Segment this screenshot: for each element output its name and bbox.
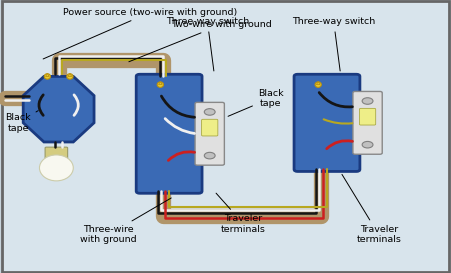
- Circle shape: [362, 141, 373, 148]
- FancyBboxPatch shape: [353, 91, 382, 154]
- Circle shape: [362, 98, 373, 104]
- Polygon shape: [159, 82, 162, 85]
- FancyBboxPatch shape: [202, 119, 218, 136]
- Text: Three-way switch: Three-way switch: [292, 17, 375, 71]
- Text: Traveler
terminals: Traveler terminals: [342, 174, 401, 245]
- Ellipse shape: [40, 155, 73, 181]
- Polygon shape: [317, 82, 320, 85]
- Circle shape: [204, 109, 215, 115]
- Text: Three-wire
with ground: Three-wire with ground: [80, 198, 171, 245]
- FancyBboxPatch shape: [136, 74, 202, 193]
- Text: Traveler
terminals: Traveler terminals: [216, 193, 266, 234]
- Polygon shape: [46, 73, 49, 76]
- FancyBboxPatch shape: [195, 102, 225, 165]
- Ellipse shape: [157, 82, 164, 87]
- Circle shape: [204, 152, 215, 159]
- Ellipse shape: [67, 74, 73, 79]
- FancyBboxPatch shape: [294, 74, 360, 171]
- FancyBboxPatch shape: [359, 108, 376, 125]
- Text: Three-way switch: Three-way switch: [166, 17, 249, 71]
- FancyBboxPatch shape: [45, 147, 68, 159]
- Text: Black
tape: Black tape: [5, 111, 38, 133]
- Text: Power source (two-wire with ground): Power source (two-wire with ground): [43, 8, 237, 59]
- Text: Two-wire with ground: Two-wire with ground: [129, 20, 272, 62]
- Polygon shape: [68, 73, 72, 76]
- Ellipse shape: [44, 74, 51, 79]
- Ellipse shape: [315, 82, 321, 87]
- Text: Black
tape: Black tape: [228, 88, 283, 116]
- Polygon shape: [23, 76, 94, 142]
